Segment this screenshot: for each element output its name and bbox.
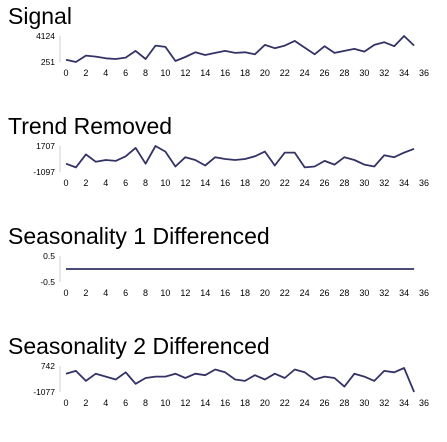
x-tick-label: 0 <box>63 178 68 188</box>
x-tick-label: 28 <box>339 288 349 298</box>
x-tick-label: 36 <box>419 288 429 298</box>
x-tick-label: 14 <box>200 288 210 298</box>
series-line <box>65 367 415 393</box>
y-tick-label: 1707 <box>36 141 55 151</box>
x-tick-label: 28 <box>339 178 349 188</box>
x-tick-label: 16 <box>220 288 230 298</box>
x-tick-label: 32 <box>379 398 389 408</box>
x-tick-label: 10 <box>160 288 170 298</box>
x-tick-label: 20 <box>260 68 270 78</box>
x-tick-label: 2 <box>83 288 88 298</box>
y-tick-label: 0.5 <box>43 251 55 261</box>
x-tick-label: 0 <box>63 288 68 298</box>
x-tick-label: 28 <box>339 68 349 78</box>
x-tick-label: 26 <box>320 398 330 408</box>
x-tick-label: 30 <box>359 288 369 298</box>
x-tick-label: 18 <box>240 178 250 188</box>
line-chart: 0.5-0.50 2 4 6 8 10 12 14 16 18 20 22 24 26 28 30 32 34 36 <box>40 251 429 298</box>
x-tick-label: 24 <box>300 178 310 188</box>
chart-title: Seasonality 2 Differenced <box>8 333 270 359</box>
x-tick-label: 22 <box>280 398 290 408</box>
x-tick-label: 22 <box>280 178 290 188</box>
x-tick-label: 12 <box>180 398 190 408</box>
x-tick-label: 6 <box>123 68 128 78</box>
x-tick-label: 12 <box>180 288 190 298</box>
x-tick-label: 30 <box>359 68 369 78</box>
x-tick-label: 30 <box>359 178 369 188</box>
x-tick-label: 32 <box>379 68 389 78</box>
x-tick-label: 36 <box>419 68 429 78</box>
x-tick-label: 8 <box>143 68 148 78</box>
x-tick-label: 18 <box>240 398 250 408</box>
x-tick-label: 14 <box>200 178 210 188</box>
panel-seasonality-1: Seasonality 1 Differenced 0.5 -0.5 0 2 4 6 8 10… <box>0 222 447 332</box>
x-tick-label: 22 <box>280 68 290 78</box>
x-tick-label: 12 <box>180 68 190 78</box>
x-tick-label: 26 <box>320 288 330 298</box>
x-tick-label: 16 <box>220 178 230 188</box>
y-tick-label: -1097 <box>33 167 55 177</box>
x-tick-label: 0 <box>63 68 68 78</box>
series-line <box>65 35 415 63</box>
x-tick-label: 10 <box>160 178 170 188</box>
y-tick-label: 251 <box>41 57 55 67</box>
x-tick-label: 2 <box>83 178 88 188</box>
x-tick-label: 4 <box>103 398 108 408</box>
series-line <box>65 145 415 169</box>
x-tick-label: 0 <box>63 398 68 408</box>
x-tick-label: 36 <box>419 398 429 408</box>
x-tick-label: 20 <box>260 398 270 408</box>
panel-signal: Signal 4124 251 0 2 4 6 8 10 12 14 16 18 20 22 24 26 28 3… <box>0 2 447 112</box>
x-tick-label: 4 <box>103 68 108 78</box>
x-tick-label: 34 <box>399 398 409 408</box>
x-tick-label: 8 <box>143 288 148 298</box>
x-tick-label: 8 <box>143 398 148 408</box>
x-tick-label: 16 <box>220 398 230 408</box>
x-tick-label: 6 <box>123 178 128 188</box>
x-tick-label: 24 <box>300 68 310 78</box>
x-tick-label: 30 <box>359 398 369 408</box>
chart-title: Trend Removed <box>8 113 173 139</box>
x-tick-label: 32 <box>379 288 389 298</box>
x-tick-label: 2 <box>83 68 88 78</box>
x-tick-label: 22 <box>280 288 290 298</box>
x-tick-label: 26 <box>320 68 330 78</box>
x-tick-label: 28 <box>339 398 349 408</box>
x-tick-label: 4 <box>103 288 108 298</box>
x-tick-label: 6 <box>123 398 128 408</box>
x-tick-label: 6 <box>123 288 128 298</box>
x-tick-label: 18 <box>240 288 250 298</box>
x-tick-label: 14 <box>200 68 210 78</box>
y-tick-label: 4124 <box>36 31 55 41</box>
x-tick-label: 10 <box>160 398 170 408</box>
x-tick-label: 24 <box>300 398 310 408</box>
x-tick-label: 34 <box>399 288 409 298</box>
chart-title: Signal <box>8 3 72 29</box>
chart-title: Seasonality 1 Differenced <box>8 223 270 249</box>
x-tick-label: 36 <box>419 178 429 188</box>
x-tick-label: 34 <box>399 178 409 188</box>
x-tick-label: 26 <box>320 178 330 188</box>
x-tick-label: 4 <box>103 178 108 188</box>
y-tick-label: 742 <box>41 361 55 371</box>
x-tick-label: 24 <box>300 288 310 298</box>
y-tick-label: -1077 <box>33 387 55 397</box>
panel-trend-removed: Trend Removed 1707 -1097 0 2 4 6 8 10 12 14 16 18 20… <box>0 112 447 222</box>
x-tick-label: 12 <box>180 178 190 188</box>
x-tick-label: 16 <box>220 68 230 78</box>
x-tick-label: 14 <box>200 398 210 408</box>
x-tick-label: 2 <box>83 398 88 408</box>
x-tick-label: 10 <box>160 68 170 78</box>
x-tick-label: 20 <box>260 178 270 188</box>
x-tick-label: 20 <box>260 288 270 298</box>
x-tick-label: 32 <box>379 178 389 188</box>
x-tick-label: 34 <box>399 68 409 78</box>
x-tick-label: 18 <box>240 68 250 78</box>
panel-seasonality-2: Seasonality 2 Differenced 742 -1077 0 2 4 6 8 1… <box>0 332 447 442</box>
y-tick-label: -0.5 <box>40 277 55 287</box>
x-tick-label: 8 <box>143 178 148 188</box>
